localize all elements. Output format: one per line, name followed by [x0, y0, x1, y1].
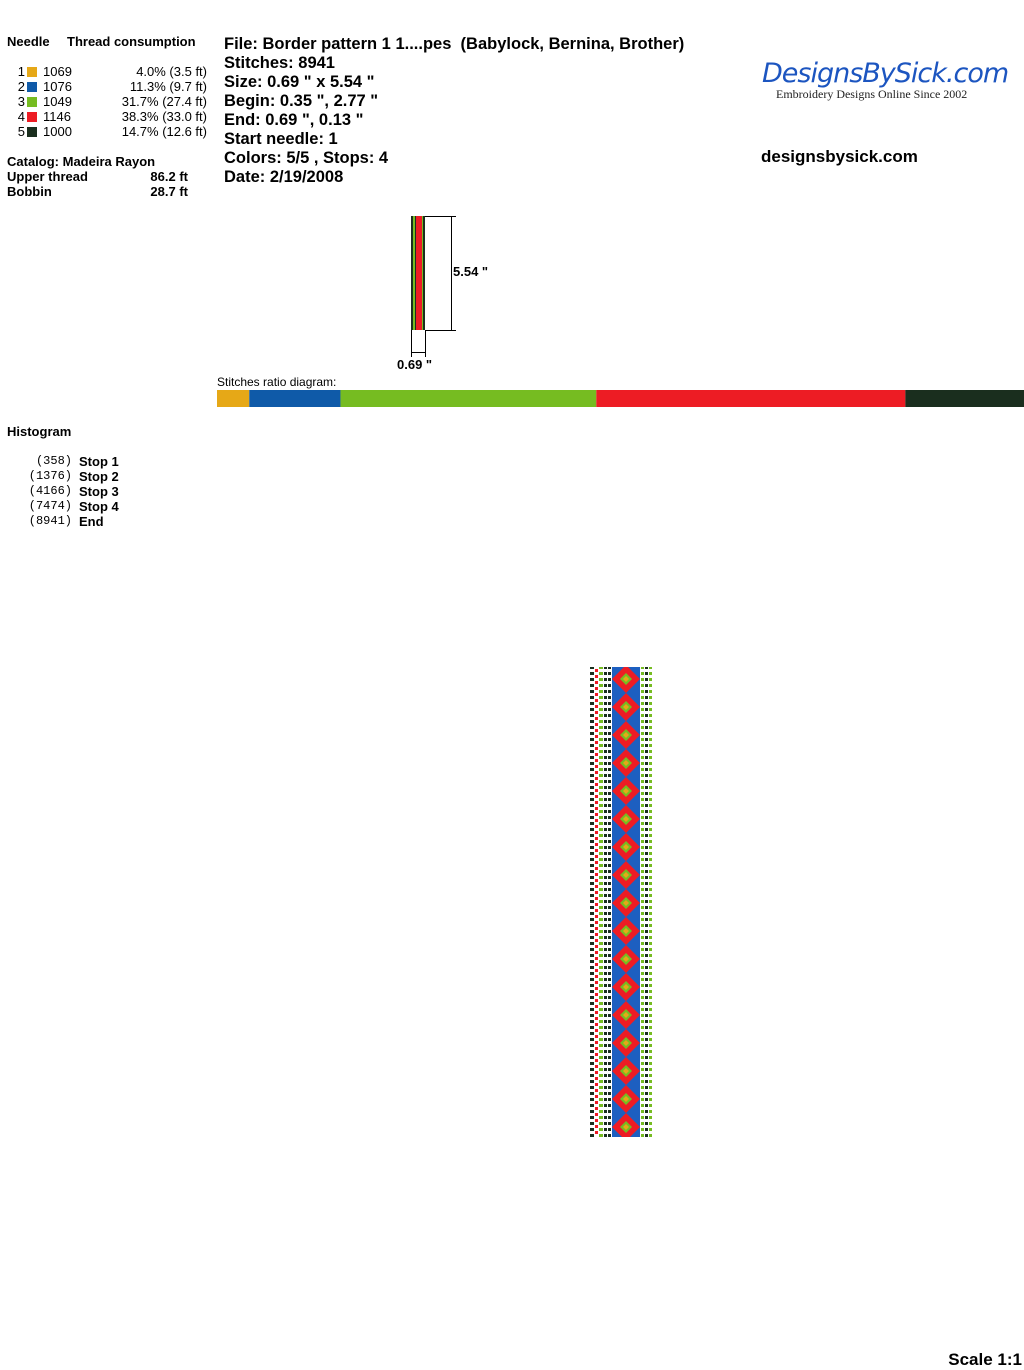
info-line: Stitches: 8941	[224, 54, 335, 72]
needle-number: 5	[17, 124, 25, 139]
preview-thumbnail	[411, 216, 456, 357]
needle-swatch	[27, 97, 37, 107]
width-label: 0.69 "	[397, 357, 433, 372]
needle-swatch	[27, 82, 37, 92]
thread-consumption: 14.7% (12.6 ft)	[121, 124, 207, 139]
total-label: Bobbin	[7, 184, 52, 199]
needle-number: 4	[17, 109, 25, 124]
thread-consumption: 38.3% (33.0 ft)	[121, 109, 207, 124]
catalog: Catalog: Madeira Rayon	[7, 154, 156, 169]
stop-count: (358)	[35, 454, 72, 468]
info-line: Begin: 0.35 ", 2.77 "	[224, 92, 379, 110]
stop-count: (4166)	[28, 484, 72, 498]
total-value: 86.2 ft	[150, 169, 188, 184]
stop-count: (1376)	[28, 469, 72, 483]
needle-number: 2	[17, 79, 25, 94]
thread-consumption: 11.3% (9.7 ft)	[129, 79, 207, 94]
needle-swatch	[27, 112, 37, 122]
ratio-segment	[905, 390, 1024, 407]
stop-label: Stop 2	[79, 469, 119, 484]
total-label: Upper thread	[7, 169, 88, 184]
scale: Scale 1:1	[948, 1350, 1022, 1369]
thread-code: 1146	[43, 109, 71, 124]
thread-consumption: 4.0% (3.5 ft)	[136, 64, 207, 79]
website: designsbysick.com	[761, 147, 918, 166]
embroidery-design	[590, 667, 652, 1137]
needle-number: 1	[17, 64, 25, 79]
needle-number: 3	[17, 94, 25, 109]
stop-label: Stop 4	[79, 499, 119, 514]
thread-code: 1049	[43, 94, 72, 109]
histogram-title: Histogram	[7, 424, 72, 439]
thread-code: 1069	[43, 64, 72, 79]
consumption-header: Thread consumption	[67, 34, 196, 49]
thread-consumption: 31.7% (27.4 ft)	[121, 94, 207, 109]
stop-label: Stop 1	[79, 454, 119, 469]
needle-swatch	[27, 67, 37, 77]
stop-label: End	[79, 514, 104, 529]
info-line: Colors: 5/5 , Stops: 4	[224, 149, 389, 167]
info-line: End: 0.69 ", 0.13 "	[224, 111, 364, 129]
ratio-title: Stitches ratio diagram:	[217, 375, 337, 389]
ratio-segment	[249, 390, 341, 407]
stop-label: Stop 3	[79, 484, 119, 499]
thread-code: 1000	[43, 124, 72, 139]
ratio-segment	[217, 390, 250, 407]
info-line: Size: 0.69 " x 5.54 "	[224, 73, 375, 91]
thread-code: 1076	[43, 79, 72, 94]
stop-count: (7474)	[28, 499, 72, 513]
info-line: Date: 2/19/2008	[224, 168, 344, 186]
needle-swatch	[27, 127, 37, 137]
needle-header: Needle	[7, 34, 50, 49]
ratio-segment	[340, 390, 597, 407]
stop-count: (8941)	[28, 514, 72, 528]
height-label: 5.54 "	[453, 264, 489, 279]
info-line: File: Border pattern 1 1....pes (Babyloc…	[224, 35, 685, 53]
logo-title: DesignsBySick.com	[762, 58, 1009, 89]
info-line: Start needle: 1	[224, 130, 338, 148]
total-value: 28.7 ft	[150, 184, 188, 199]
ratio-segment	[596, 390, 906, 407]
logo-tagline: Embroidery Designs Online Since 2002	[776, 87, 968, 101]
